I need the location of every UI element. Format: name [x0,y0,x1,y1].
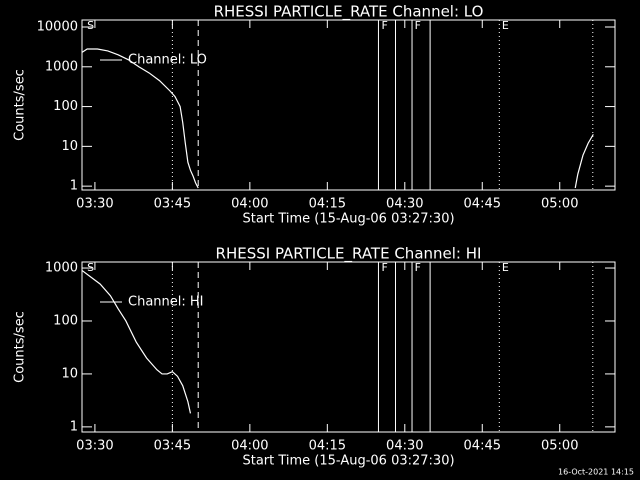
y-tick-label: 10 [61,139,78,154]
chart-title: RHESSI PARTICLE_RATE Channel: HI [216,245,482,264]
x-tick-label: 05:00 [541,439,578,454]
plot-frame [81,261,616,433]
x-tick-label: 04:15 [309,197,346,212]
event-label: F [415,19,421,32]
data-line [81,269,192,414]
x-tick-label: 05:00 [541,197,578,212]
event-label: F [382,19,388,32]
x-axis-label: Start Time (15-Aug-06 03:27:30) [242,454,454,469]
x-tick-label: 04:00 [231,197,268,212]
x-tick-label: 03:30 [76,197,113,212]
x-tick-label: 04:45 [464,197,501,212]
x-tick-label: 03:45 [154,439,191,454]
x-tick-label: 04:30 [386,439,423,454]
x-tick-label: 04:45 [464,439,501,454]
x-tick-label: 04:15 [309,439,346,454]
x-tick-label: 04:00 [231,439,268,454]
chart-title: RHESSI PARTICLE_RATE Channel: LO [214,3,484,22]
y-tick-label: 100 [53,313,78,328]
y-tick-label: 1000 [45,59,78,74]
data-line [81,48,594,189]
event-label: S [87,261,94,274]
x-tick-label: 04:30 [386,197,423,212]
legend-label: Channel: HI [128,295,204,310]
y-tick-label: 10 [61,366,78,381]
y-tick-label: 100 [53,99,78,114]
event-label: E [502,19,509,32]
y-tick-label: 1 [70,419,78,434]
y-axis-label: Counts/sec [13,311,28,383]
event-label: S [87,19,94,32]
footer: 16-Oct-2021 14:15 [558,468,634,477]
y-axis-label: Counts/sec [13,69,28,141]
x-axis-label: Start Time (15-Aug-06 03:27:30) [242,212,454,227]
y-tick-label: 1000 [45,261,78,276]
event-label: F [415,261,421,274]
y-tick-label: 10000 [37,20,78,35]
x-tick-label: 03:45 [154,197,191,212]
event-label: E [502,261,509,274]
x-tick-label: 03:30 [76,439,113,454]
y-tick-label: 1 [70,179,78,194]
plot-frame [81,19,616,191]
legend-label: Channel: LO [128,53,207,68]
event-label: F [382,261,388,274]
